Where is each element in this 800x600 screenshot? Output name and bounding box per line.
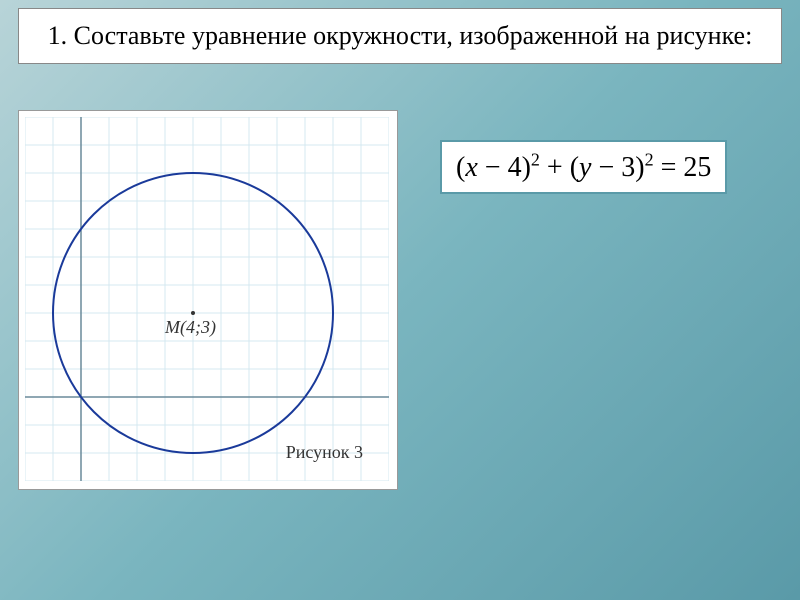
grid-svg xyxy=(25,117,389,481)
eq-op: − xyxy=(478,152,508,183)
eq-exp: 2 xyxy=(645,150,654,170)
eq-paren: ( xyxy=(456,152,465,183)
equation-box: (x − 4)2 + (y − 3)2 = 25 xyxy=(440,140,727,194)
eq-op: = xyxy=(654,152,684,183)
diagram-box: M(4;3) Рисунок 3 xyxy=(18,110,398,490)
title-text: 1. Составьте уравнение окружности, изобр… xyxy=(35,19,765,53)
center-label: M(4;3) xyxy=(165,317,216,338)
eq-paren: ) xyxy=(522,152,531,183)
eq-op: − xyxy=(591,152,621,183)
figure-label: Рисунок 3 xyxy=(286,442,363,463)
eq-h: 4 xyxy=(508,152,522,183)
equation: (x − 4)2 + (y − 3)2 = 25 xyxy=(456,152,711,183)
grid-area xyxy=(25,117,393,485)
eq-r2: 25 xyxy=(683,152,711,183)
center-dot xyxy=(191,311,195,315)
eq-var-y: y xyxy=(579,152,591,183)
eq-exp: 2 xyxy=(531,150,540,170)
eq-paren: ( xyxy=(570,152,579,183)
title-box: 1. Составьте уравнение окружности, изобр… xyxy=(18,8,782,64)
eq-paren: ) xyxy=(635,152,644,183)
eq-op: + xyxy=(540,152,570,183)
eq-var-x: x xyxy=(465,152,477,183)
eq-k: 3 xyxy=(621,152,635,183)
